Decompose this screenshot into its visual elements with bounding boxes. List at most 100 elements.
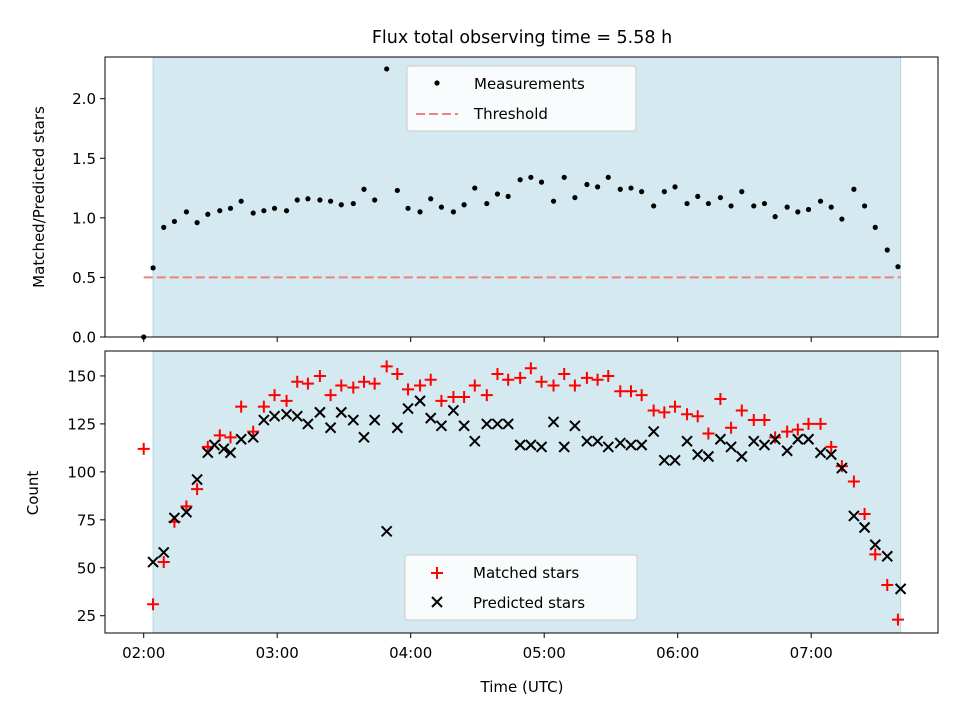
measurement-point xyxy=(717,194,724,201)
bottom-x-ticks: 02:00 03:00 04:00 05:00 06:00 07:00 xyxy=(122,633,833,662)
matched-star-point xyxy=(224,431,237,444)
matched-star-point xyxy=(458,391,471,404)
predicted-star-point xyxy=(147,556,159,568)
matched-star-point xyxy=(291,375,304,388)
top-y-tick-label: 1.0 xyxy=(72,209,96,227)
predicted-star-point xyxy=(291,410,303,422)
bottom-y-axis-label: Count xyxy=(24,471,42,516)
measurement-point xyxy=(150,265,156,271)
predicted-star-point xyxy=(802,433,815,445)
measurement-point xyxy=(728,203,734,209)
measurement-point xyxy=(361,186,367,192)
predicted-star-point xyxy=(714,433,727,445)
top-x-ticks xyxy=(143,337,812,342)
matched-star-point xyxy=(257,400,270,413)
measurement-point xyxy=(550,198,557,204)
measurement-point xyxy=(205,211,211,217)
predicted-star-point xyxy=(514,439,526,451)
matched-star-point xyxy=(391,368,404,381)
predicted-stars-points xyxy=(147,395,907,595)
predicted-star-point xyxy=(781,445,793,457)
measurement-points xyxy=(141,66,901,340)
measurement-point xyxy=(839,216,845,222)
predicted-star-point xyxy=(402,402,414,415)
measurement-point xyxy=(194,220,200,226)
predicted-star-point xyxy=(391,422,404,434)
matched-star-point xyxy=(869,548,882,561)
predicted-star-point xyxy=(792,433,804,445)
matched-star-point xyxy=(847,475,860,488)
predicted-star-point xyxy=(848,510,860,522)
matched-star-point xyxy=(691,410,704,423)
measurement-point xyxy=(517,177,523,183)
predicted-star-point xyxy=(669,454,681,467)
matched-star-point xyxy=(614,385,627,398)
matched-stars-points xyxy=(137,360,904,626)
predicted-star-point xyxy=(324,422,337,434)
predicted-star-point xyxy=(347,414,360,426)
measurement-point xyxy=(639,189,645,195)
predicted-star-point xyxy=(547,416,560,428)
predicted-star-point xyxy=(814,446,827,459)
predicted-star-point xyxy=(425,412,437,424)
matched-star-point xyxy=(280,394,293,407)
measurement-point xyxy=(350,200,356,207)
predicted-star-point xyxy=(825,448,837,461)
top-y-ticks: 0.0 0.5 1.0 1.5 2.0 xyxy=(72,90,105,347)
top-legend: Measurements Threshold xyxy=(406,65,637,132)
bottom-x-tick-label: 03:00 xyxy=(256,644,299,662)
measurement-point xyxy=(271,205,278,211)
measurement-point xyxy=(739,189,745,195)
predicted-star-point xyxy=(869,539,881,551)
measurement-point xyxy=(484,200,490,207)
measurement-point xyxy=(183,209,190,215)
top-panel-ratio: 0.00.51.01.52.0 Matched/Predicted stars … xyxy=(30,56,939,347)
measurement-point xyxy=(872,224,878,230)
matched-star-point xyxy=(524,362,537,375)
predicted-star-point xyxy=(558,441,570,453)
bottom-y-tick-label: 75 xyxy=(77,511,96,529)
measurement-point xyxy=(895,264,901,270)
matched-star-point xyxy=(447,391,460,404)
measurement-point xyxy=(494,191,501,197)
measurement-point xyxy=(851,186,857,192)
bottom-x-tick-label: 04:00 xyxy=(389,644,432,662)
legend-predicted-marker xyxy=(431,596,443,608)
top-y-axis-label: Matched/Predicted stars xyxy=(30,106,48,288)
bottom-x-tick-label: 06:00 xyxy=(656,644,699,662)
measurement-point xyxy=(461,202,467,208)
measurement-point xyxy=(227,205,234,211)
legend-measurements-label: Measurements xyxy=(474,75,585,93)
measurement-point xyxy=(538,179,545,185)
predicted-star-point xyxy=(625,439,637,451)
matched-star-point xyxy=(424,373,437,386)
matched-star-point xyxy=(313,369,326,382)
predicted-star-point xyxy=(268,410,281,422)
predicted-star-point xyxy=(208,439,221,451)
predicted-star-point xyxy=(458,420,470,432)
matched-star-point xyxy=(547,379,560,392)
top-y-tick-label: 0.0 xyxy=(72,329,96,347)
matched-star-point xyxy=(669,400,682,413)
measurement-point xyxy=(294,197,300,203)
bottom-panel-counts: 25 50 75 100 125 150 02:00 03:00 04:00 05:00 06:0… xyxy=(24,350,939,696)
legend-measurements-marker xyxy=(434,80,440,86)
top-y-tick-label: 1.5 xyxy=(72,150,96,168)
measurement-point xyxy=(795,209,801,215)
matched-star-point xyxy=(191,483,204,496)
predicted-star-point xyxy=(881,550,893,562)
measurement-point xyxy=(628,185,634,191)
predicted-star-point xyxy=(158,546,170,559)
predicted-star-point xyxy=(314,406,326,419)
predicted-star-point xyxy=(435,420,448,432)
predicted-star-point xyxy=(569,420,581,432)
matched-star-point xyxy=(758,414,771,427)
predicted-star-point xyxy=(380,525,393,538)
measurement-point xyxy=(684,200,690,207)
predicted-star-point xyxy=(769,433,781,445)
matched-star-point xyxy=(502,373,515,386)
measurement-point xyxy=(338,202,344,208)
matched-star-point xyxy=(347,381,360,394)
predicted-star-point xyxy=(180,506,193,518)
matched-star-point xyxy=(147,598,160,611)
